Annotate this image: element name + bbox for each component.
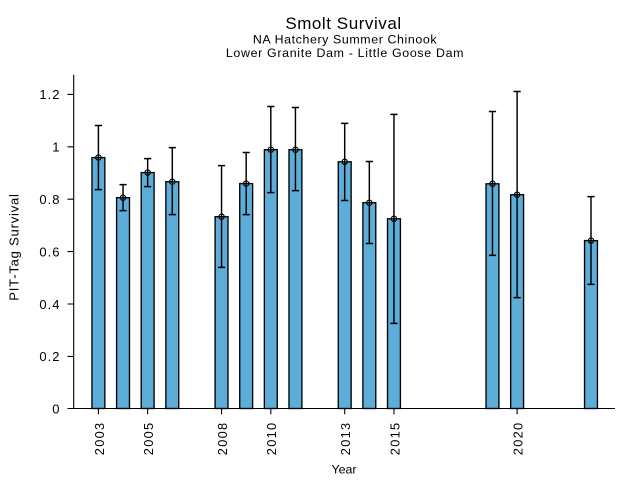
- svg-text:PIT-Tag Survival: PIT-Tag Survival: [7, 193, 22, 300]
- svg-text:2010: 2010: [264, 422, 279, 456]
- svg-text:0.8: 0.8: [39, 192, 60, 207]
- svg-text:2005: 2005: [141, 422, 156, 456]
- svg-text:2020: 2020: [511, 422, 526, 456]
- svg-text:1: 1: [52, 140, 60, 155]
- svg-text:0: 0: [52, 401, 60, 416]
- svg-text:1.2: 1.2: [39, 87, 60, 102]
- svg-text:Year: Year: [331, 463, 356, 477]
- svg-text:NA Hatchery Summer Chinook: NA Hatchery Summer Chinook: [253, 33, 438, 47]
- svg-text:2015: 2015: [387, 422, 402, 456]
- svg-text:Smolt Survival: Smolt Survival: [285, 14, 401, 33]
- svg-text:0.2: 0.2: [39, 349, 60, 364]
- svg-text:0.4: 0.4: [39, 297, 60, 312]
- svg-text:2013: 2013: [338, 422, 353, 456]
- svg-text:Lower Granite Dam - Little Goo: Lower Granite Dam - Little Goose Dam: [226, 46, 464, 60]
- svg-text:2003: 2003: [92, 422, 107, 456]
- svg-text:0.6: 0.6: [39, 244, 60, 259]
- svg-text:2008: 2008: [215, 422, 230, 456]
